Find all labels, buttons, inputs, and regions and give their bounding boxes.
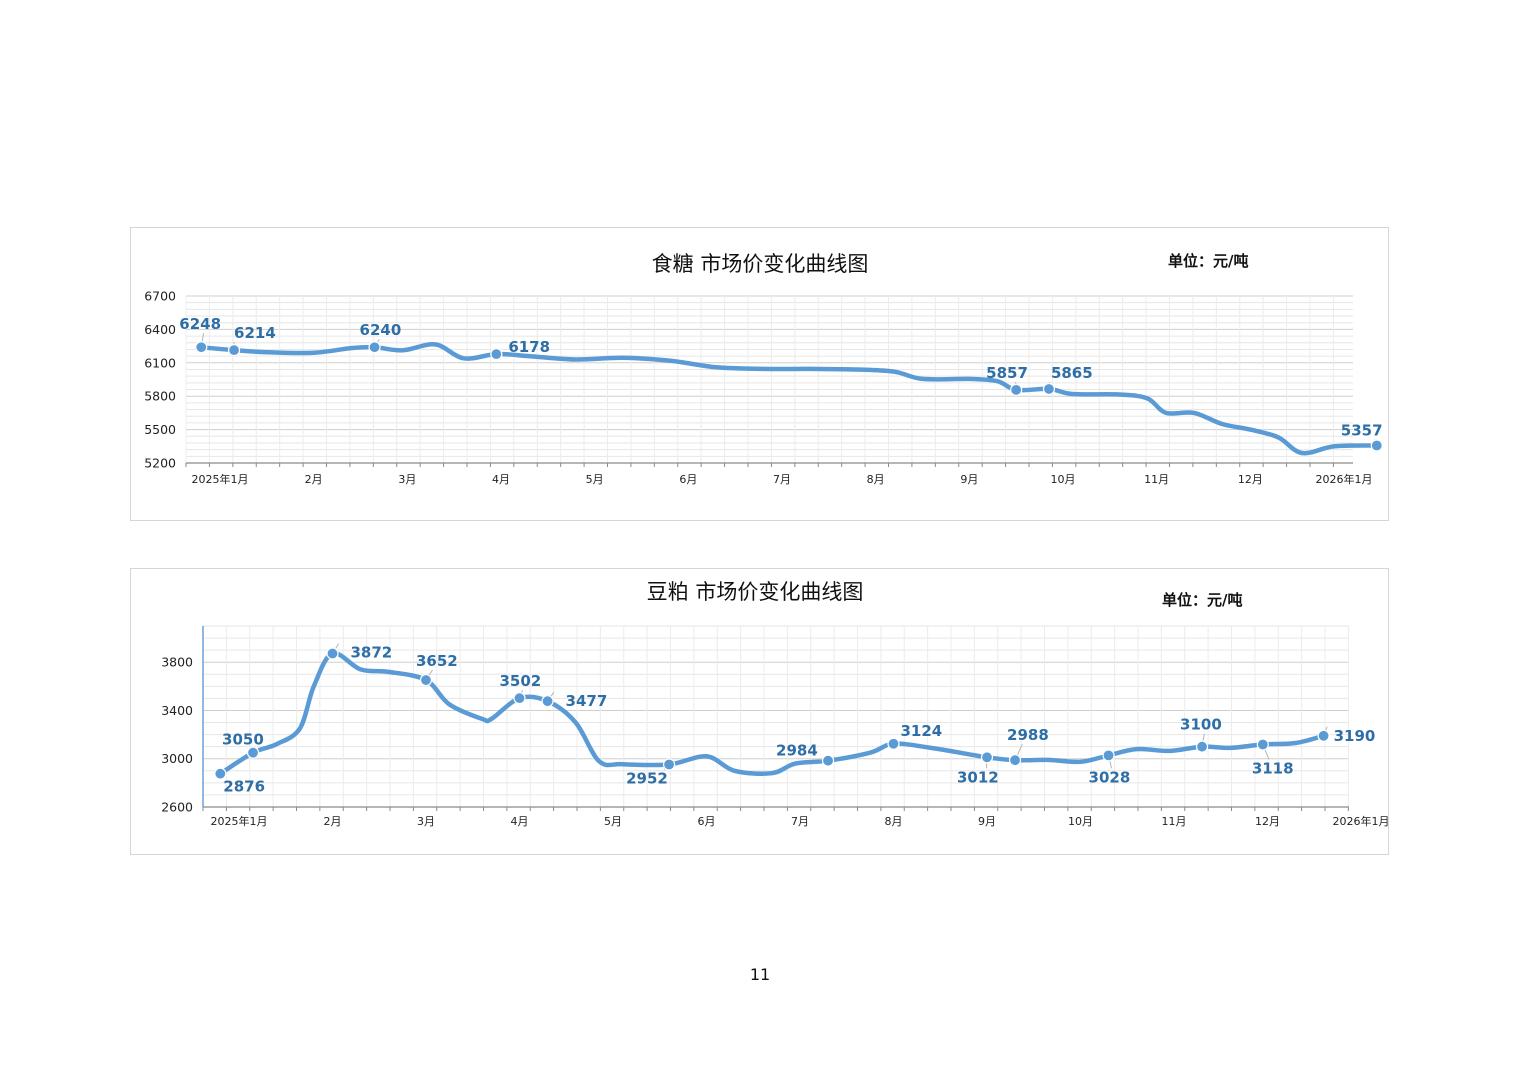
series-line — [218, 651, 1326, 776]
page-number: 11 — [749, 965, 771, 984]
y-tick-label: 6700 — [144, 289, 176, 304]
data-label: 3100 — [1180, 716, 1222, 734]
x-tick-label: 12月 — [1238, 473, 1263, 486]
data-label: 3872 — [351, 644, 393, 662]
sugar-price-chart: 5200 5500 5800 6100 6400 6700 2025年1月 2月 3月 4月 5月 6… — [130, 227, 1389, 521]
x-tick-label: 2025年1月 — [211, 814, 268, 828]
data-label: 2988 — [1007, 726, 1049, 744]
data-label: 3050 — [222, 731, 264, 749]
x-tick-label: 8月 — [867, 473, 885, 486]
x-tick-label: 2025年1月 — [192, 472, 249, 486]
data-label: 5357 — [1341, 422, 1383, 440]
x-tick-label: 10月 — [1068, 815, 1093, 828]
x-tick-label: 9月 — [978, 815, 996, 828]
data-point-marker — [368, 341, 381, 354]
data-label: 6178 — [508, 338, 550, 356]
x-tick-label: 2026年1月 — [1333, 814, 1390, 828]
x-tick-label: 6月 — [679, 473, 697, 486]
data-label: 2952 — [626, 770, 668, 788]
x-tick-label: 2月 — [305, 473, 323, 486]
data-point-marker — [980, 751, 994, 764]
data-point-marker — [1008, 754, 1022, 767]
y-tick-label: 3000 — [161, 751, 193, 766]
x-tick-label: 3月 — [398, 473, 416, 486]
data-point-marker — [246, 746, 260, 759]
y-tick-label: 6100 — [144, 355, 176, 370]
data-point-marker — [1102, 749, 1115, 762]
data-point-marker — [887, 737, 900, 750]
x-tick-label: 3月 — [417, 815, 435, 828]
x-tick-label: 5月 — [604, 815, 622, 828]
data-point-marker — [1256, 738, 1269, 751]
data-label: 5857 — [986, 364, 1028, 382]
chart-title: 豆粕 市场价变化曲线图 — [647, 580, 864, 604]
data-point-marker — [1010, 383, 1023, 396]
data-label: 3502 — [500, 672, 542, 690]
x-tick-label: 7月 — [773, 473, 791, 486]
data-label: 6214 — [234, 324, 276, 342]
data-point-marker — [1370, 439, 1383, 452]
sugar-price-chart-svg: 5200 5500 5800 6100 6400 6700 2025年1月 2月 3月 4月 5月 6… — [144, 252, 1383, 486]
x-tick-label: 10月 — [1051, 473, 1076, 486]
x-tick-label: 8月 — [885, 815, 903, 828]
data-label: 5865 — [1051, 364, 1093, 382]
x-tick-label: 4月 — [511, 815, 529, 828]
data-point-marker — [821, 754, 835, 767]
x-tick-label: 6月 — [698, 815, 716, 828]
data-label: 3124 — [901, 722, 943, 740]
y-tick-label: 5200 — [144, 456, 176, 471]
y-tick-label: 6400 — [144, 322, 176, 337]
x-tick-label: 9月 — [960, 473, 978, 486]
data-point-marker — [1042, 382, 1056, 396]
data-point-marker — [541, 695, 554, 708]
y-tick-label: 5800 — [144, 389, 176, 404]
y-tick-label: 5500 — [144, 422, 176, 437]
x-tick-label: 7月 — [791, 815, 809, 828]
data-point-marker — [227, 344, 241, 357]
data-label: 3118 — [1252, 759, 1294, 777]
data-point-marker — [214, 767, 227, 780]
data-label: 6248 — [179, 315, 221, 333]
x-tick-label: 2月 — [324, 815, 342, 828]
series-line — [199, 342, 1380, 456]
data-label: 2984 — [776, 742, 818, 760]
data-point-marker — [662, 758, 676, 771]
data-label: 3477 — [566, 692, 608, 710]
data-point-marker — [1317, 729, 1330, 742]
data-point-marker — [490, 348, 503, 361]
data-label: 3028 — [1089, 768, 1131, 786]
x-tick-label: 4月 — [492, 473, 510, 486]
y-tick-label: 3400 — [161, 703, 193, 718]
data-label: 2876 — [223, 778, 265, 796]
x-tick-label: 12月 — [1255, 815, 1280, 828]
data-label: 6240 — [360, 321, 402, 339]
x-tick-label: 2026年1月 — [1316, 472, 1373, 486]
data-point-marker — [513, 692, 526, 705]
data-point-marker — [1195, 740, 1209, 753]
y-tick-label: 2600 — [161, 800, 193, 815]
data-point-marker — [195, 341, 208, 354]
data-point-marker — [419, 673, 433, 687]
chart-unit-label: 单位：元/吨 — [1162, 591, 1242, 609]
data-point-marker — [326, 647, 339, 660]
y-tick-label: 3800 — [161, 655, 193, 670]
data-label: 3652 — [416, 652, 458, 670]
soymeal-price-chart: 2600 3000 3400 3800 2025年1月 2月 3月 4月 5月 6月 7月 8月 9月 1… — [130, 568, 1390, 855]
soymeal-price-chart-svg: 2600 3000 3400 3800 2025年1月 2月 3月 4月 5月 6月 7月 8月 9月 1… — [161, 580, 1390, 828]
chart-title: 食糖 市场价变化曲线图 — [652, 252, 869, 276]
x-tick-label: 11月 — [1162, 815, 1187, 828]
x-tick-label: 11月 — [1144, 473, 1169, 486]
x-tick-label: 5月 — [586, 473, 604, 486]
data-label: 3190 — [1334, 727, 1376, 745]
data-label: 3012 — [957, 768, 999, 786]
chart-unit-label: 单位：元/吨 — [1168, 252, 1248, 270]
